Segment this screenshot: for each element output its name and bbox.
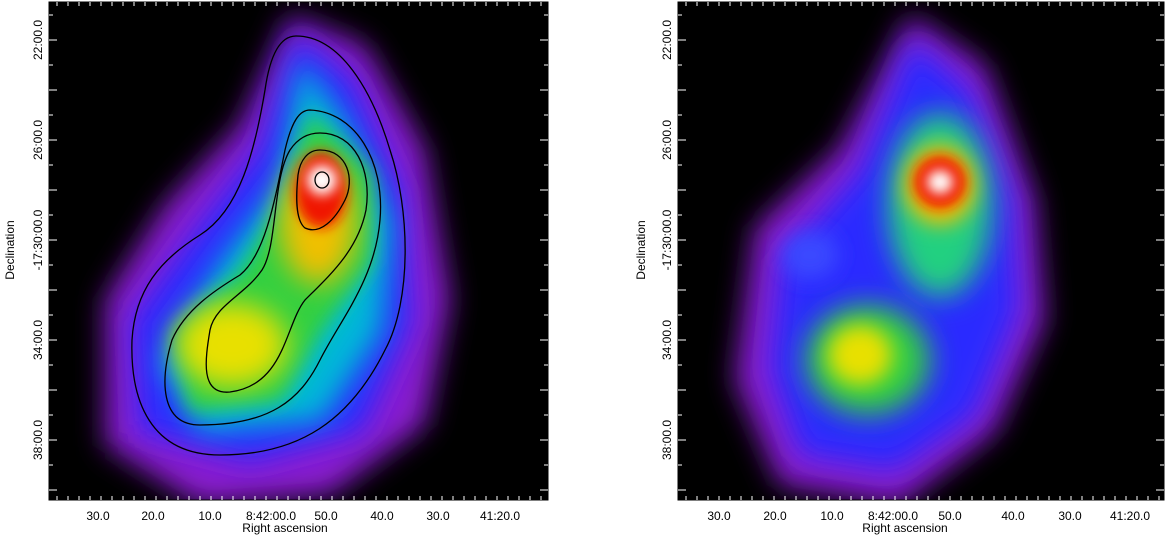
y-tick-label: 38:00.0 — [660, 420, 674, 460]
left-image — [49, 2, 548, 500]
x-axis-label: Right ascension — [862, 521, 947, 535]
y-tick-label: 34:00.0 — [660, 320, 674, 360]
x-tick-label: 41:20.0 — [480, 509, 520, 523]
x-tick-label: 41:20.0 — [1110, 509, 1150, 523]
x-tick-label: 20.0 — [141, 509, 165, 523]
x-tick-label: 30.0 — [707, 509, 731, 523]
y-axis-label: Declination — [3, 220, 17, 279]
y-tick-label: 38:00.0 — [31, 420, 45, 460]
x-axis-label: Right ascension — [242, 521, 327, 535]
y-tick-label: 26:00.0 — [660, 120, 674, 160]
x-tick-label: 50.0 — [938, 509, 962, 523]
y-tick-label: 22:00.0 — [31, 20, 45, 60]
y-axis-label: Declination — [634, 220, 648, 279]
x-tick-label: 10.0 — [198, 509, 222, 523]
x-tick-label: 40.0 — [1001, 509, 1025, 523]
x-tick-label: 30.0 — [1058, 509, 1082, 523]
x-tick-label: 40.0 — [370, 509, 394, 523]
x-tick-label: 8:42:00.0 — [246, 509, 296, 523]
x-tick-label: 8:42:00.0 — [868, 509, 918, 523]
x-tick-label: 30.0 — [426, 509, 450, 523]
y-tick-label: 26:00.0 — [31, 120, 45, 160]
y-tick-label: -17:30:00.0 — [31, 209, 45, 270]
y-tick-label: 22:00.0 — [660, 20, 674, 60]
y-tick-label: -17:30:00.0 — [660, 209, 674, 270]
x-tick-label: 20.0 — [763, 509, 787, 523]
right-frame — [677, 1, 1165, 501]
x-tick-label: 50.0 — [314, 509, 338, 523]
x-tick-label: 30.0 — [86, 509, 110, 523]
right-image — [678, 2, 1164, 500]
x-tick-label: 10.0 — [820, 509, 844, 523]
y-tick-label: 34:00.0 — [31, 320, 45, 360]
